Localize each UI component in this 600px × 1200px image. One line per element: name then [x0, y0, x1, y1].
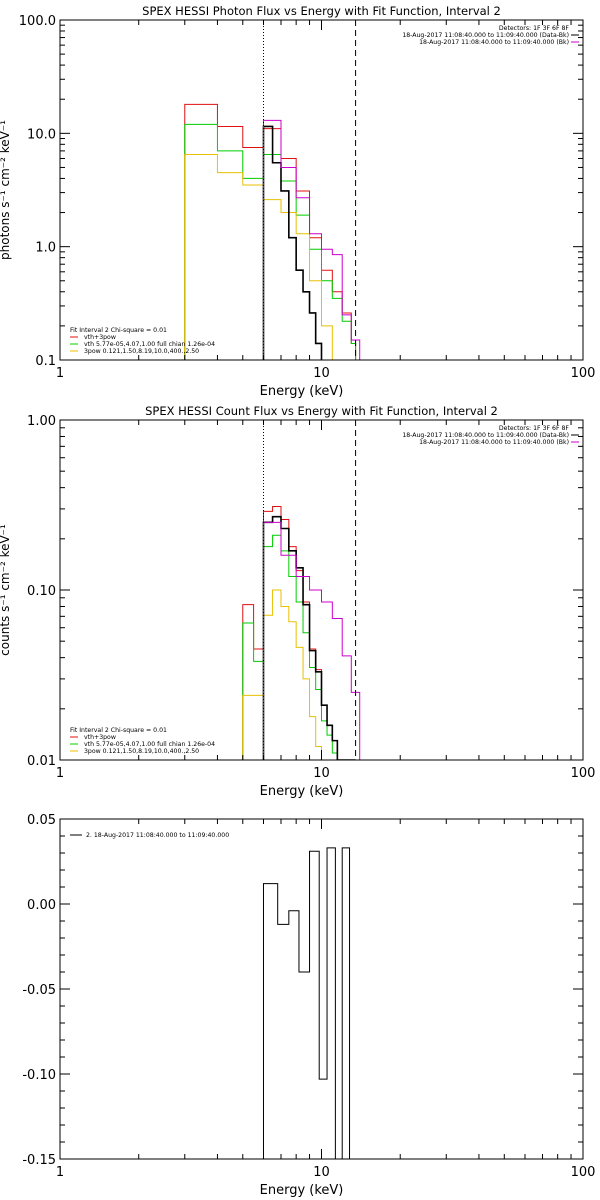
y-tick-label: 100.0 [19, 14, 56, 29]
series-group [262, 847, 356, 1159]
series-line-4 [262, 125, 323, 360]
series-line-1 [184, 103, 357, 360]
x-tick-label: 10 [313, 1165, 330, 1180]
series-line-2 [184, 123, 357, 360]
fit-header: Fit Interval 2 Chi-square = 0.01 [70, 727, 167, 734]
series-line-2 [242, 534, 372, 760]
legend-entry: vth+3pow [84, 734, 116, 741]
y-tick-label: -0.10 [22, 1068, 56, 1083]
series-line-5 [262, 521, 361, 760]
series-line-1 [262, 847, 356, 1159]
x-tick-label: 1 [56, 366, 64, 381]
y-tick-label: 0.1 [35, 354, 56, 369]
legend-right-entry: 18-Aug-2017 11:08:40.000 to 11:09:40.000… [419, 439, 569, 446]
x-tick-label: 10 [313, 366, 330, 381]
x-tick-label: 100 [571, 366, 596, 381]
y-tick-label: 1.00 [27, 414, 56, 429]
legend-entry: vth+3pow [84, 334, 116, 341]
x-axis-label: Energy (keV) [260, 384, 344, 399]
y-tick-label: 1.0 [35, 241, 56, 256]
y-tick-label: 0.00 [27, 898, 56, 913]
legend-entry: 3pow 0.121,1.50,8.19,10.0,400.,2.50 [84, 748, 199, 755]
legend-entry: 2. 18-Aug-2017 11:08:40.000 to 11:09:40.… [86, 832, 229, 839]
fit-header: Fit Interval 2 Chi-square = 0.01 [70, 327, 167, 334]
legend-right-entry: 18-Aug-2017 11:08:40.000 to 11:09:40.000… [402, 432, 569, 439]
y-tick-label: 0.05 [27, 813, 56, 828]
panel-3: 1 10 100 0.05 0.00 -0.05 -0.10 -0.15 Energy (keV… [22, 813, 595, 1198]
legend-right-entry: Detectors: 1F 3F 6F 8F [499, 25, 570, 32]
y-axis-label: photons s⁻¹ cm⁻² keV⁻¹ [0, 120, 12, 260]
y-tick-label: 10.0 [27, 127, 56, 142]
y-tick-label: 0.10 [27, 584, 56, 599]
y-axis-label: counts s⁻¹ cm⁻² keV⁻¹ [0, 524, 12, 656]
plot-frame [59, 818, 584, 1160]
series-line-1 [242, 505, 372, 760]
legend-entry: 3pow 0.121,1.50,8.19,10.0,400.,2.50 [84, 348, 199, 355]
series-group [242, 505, 372, 760]
x-tick-label: 100 [571, 1165, 596, 1180]
y-tick-label: -0.15 [22, 1153, 56, 1168]
legend-right-entry: 18-Aug-2017 11:08:40.000 to 11:09:40.000… [419, 39, 569, 46]
panel-2: 1 10 100 0.01 0.10 1.00 SPEX HESSI Count Flux … [0, 404, 595, 799]
panel-1: 1 10 100 0.1 1.0 10.0 100.0 SPEX HESSI Photon F… [0, 4, 595, 399]
x-axis-label: Energy (keV) [260, 784, 344, 799]
chart-title: SPEX HESSI Photon Flux vs Energy with Fi… [142, 4, 501, 18]
y-tick-label: -0.05 [22, 983, 56, 998]
legend-entry: vth 5.77e-05,4.07,1.00 full chian 1.26e-… [84, 741, 215, 748]
series-line-5 [262, 119, 361, 360]
legend-right-entry: Detectors: 1F 3F 6F 8F [499, 425, 570, 432]
legend-entry: vth 5.77e-05,4.07,1.00 full chian 1.26e-… [84, 341, 215, 348]
y-tick-label: 0.01 [27, 754, 56, 769]
x-tick-label: 100 [571, 766, 596, 781]
series-line-3 [184, 154, 356, 360]
x-axis-label: Energy (keV) [260, 1183, 344, 1198]
x-tick-label: 1 [56, 766, 64, 781]
x-tick-label: 10 [313, 766, 330, 781]
x-tick-label: 1 [56, 1165, 64, 1180]
series-group [184, 103, 361, 360]
chart-title: SPEX HESSI Count Flux vs Energy with Fit… [145, 404, 498, 418]
legend-right-entry: 18-Aug-2017 11:08:40.000 to 11:09:40.000… [402, 32, 569, 39]
series-line-3 [242, 589, 372, 760]
